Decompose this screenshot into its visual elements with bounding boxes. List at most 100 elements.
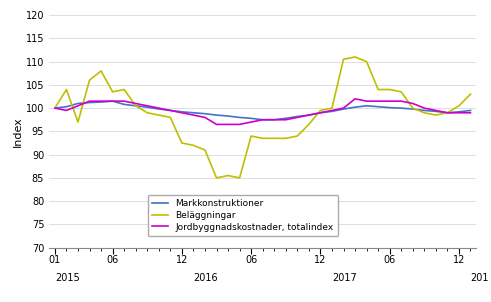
Jordbyggnadskostnader, totalindex [410, 102, 416, 105]
Beläggningar [375, 88, 381, 91]
Markkonstruktioner [260, 118, 266, 122]
Jordbyggnadskostnader, totalindex [306, 113, 312, 117]
Markkonstruktioner [202, 112, 208, 115]
Markkonstruktioner [214, 113, 219, 117]
Beläggningar [272, 137, 277, 140]
Text: 2016: 2016 [193, 273, 218, 283]
Markkonstruktioner [283, 117, 289, 120]
Beläggningar [86, 79, 92, 82]
Beläggningar [75, 120, 81, 124]
Beläggningar [283, 137, 289, 140]
Markkonstruktioner [248, 117, 254, 120]
Beläggningar [52, 106, 58, 110]
Beläggningar [364, 60, 370, 63]
Jordbyggnadskostnader, totalindex [144, 104, 150, 108]
Jordbyggnadskostnader, totalindex [214, 123, 219, 126]
Line: Jordbyggnadskostnader, totalindex: Jordbyggnadskostnader, totalindex [55, 99, 470, 124]
Beläggningar [109, 90, 115, 94]
Jordbyggnadskostnader, totalindex [52, 106, 58, 110]
Markkonstruktioner [467, 109, 473, 112]
Beläggningar [237, 176, 243, 180]
Jordbyggnadskostnader, totalindex [444, 111, 450, 114]
Jordbyggnadskostnader, totalindex [375, 99, 381, 103]
Beläggningar [167, 116, 173, 119]
Markkonstruktioner [375, 105, 381, 108]
Beläggningar [260, 137, 266, 140]
Markkonstruktioner [272, 118, 277, 122]
Markkonstruktioner [364, 104, 370, 108]
Beläggningar [133, 104, 138, 108]
Jordbyggnadskostnader, totalindex [86, 99, 92, 103]
Jordbyggnadskostnader, totalindex [421, 106, 427, 110]
Jordbyggnadskostnader, totalindex [456, 111, 462, 114]
Beläggningar [295, 134, 300, 138]
Markkonstruktioner [63, 105, 69, 108]
Beläggningar [421, 111, 427, 114]
Jordbyggnadskostnader, totalindex [179, 111, 185, 114]
Jordbyggnadskostnader, totalindex [133, 102, 138, 105]
Jordbyggnadskostnader, totalindex [341, 106, 347, 110]
Markkonstruktioner [398, 106, 404, 110]
Jordbyggnadskostnader, totalindex [75, 104, 81, 108]
Markkonstruktioner [225, 114, 231, 118]
Markkonstruktioner [410, 107, 416, 111]
Beläggningar [318, 109, 324, 112]
Markkonstruktioner [75, 102, 81, 105]
Beläggningar [214, 176, 219, 180]
Legend: Markkonstruktioner, Beläggningar, Jordbyggnadskostnader, totalindex: Markkonstruktioner, Beläggningar, Jordby… [148, 195, 338, 236]
Markkonstruktioner [329, 110, 335, 113]
Beläggningar [329, 106, 335, 110]
Beläggningar [410, 106, 416, 110]
Markkonstruktioner [156, 107, 162, 111]
Jordbyggnadskostnader, totalindex [295, 116, 300, 119]
Beläggningar [341, 57, 347, 61]
Beläggningar [306, 123, 312, 126]
Line: Markkonstruktioner: Markkonstruktioner [55, 101, 470, 120]
Beläggningar [433, 113, 439, 117]
Jordbyggnadskostnader, totalindex [398, 99, 404, 103]
Jordbyggnadskostnader, totalindex [387, 99, 393, 103]
Beläggningar [202, 148, 208, 152]
Text: 2015: 2015 [55, 273, 80, 283]
Beläggningar [179, 141, 185, 145]
Markkonstruktioner [133, 104, 138, 108]
Markkonstruktioner [387, 106, 393, 109]
Markkonstruktioner [341, 107, 347, 111]
Jordbyggnadskostnader, totalindex [283, 118, 289, 122]
Markkonstruktioner [433, 110, 439, 113]
Jordbyggnadskostnader, totalindex [191, 113, 196, 117]
Markkonstruktioner [295, 115, 300, 118]
Jordbyggnadskostnader, totalindex [433, 109, 439, 112]
Jordbyggnadskostnader, totalindex [121, 99, 127, 103]
Beläggningar [144, 111, 150, 114]
Beläggningar [225, 174, 231, 177]
Jordbyggnadskostnader, totalindex [329, 109, 335, 112]
Beläggningar [456, 104, 462, 108]
Beläggningar [398, 90, 404, 94]
Jordbyggnadskostnader, totalindex [352, 97, 358, 101]
Markkonstruktioner [191, 111, 196, 114]
Jordbyggnadskostnader, totalindex [167, 109, 173, 112]
Text: 201: 201 [470, 273, 489, 283]
Jordbyggnadskostnader, totalindex [98, 99, 104, 103]
Jordbyggnadskostnader, totalindex [248, 120, 254, 124]
Markkonstruktioner [98, 100, 104, 104]
Jordbyggnadskostnader, totalindex [156, 106, 162, 110]
Jordbyggnadskostnader, totalindex [364, 99, 370, 103]
Text: 2017: 2017 [332, 273, 356, 283]
Markkonstruktioner [86, 101, 92, 104]
Jordbyggnadskostnader, totalindex [63, 109, 69, 112]
Markkonstruktioner [121, 103, 127, 106]
Jordbyggnadskostnader, totalindex [225, 123, 231, 126]
Beläggningar [121, 88, 127, 91]
Y-axis label: Index: Index [13, 116, 23, 147]
Beläggningar [156, 113, 162, 117]
Beläggningar [444, 111, 450, 114]
Markkonstruktioner [444, 111, 450, 114]
Beläggningar [467, 92, 473, 96]
Markkonstruktioner [352, 105, 358, 109]
Markkonstruktioner [421, 109, 427, 112]
Jordbyggnadskostnader, totalindex [260, 118, 266, 122]
Markkonstruktioner [109, 99, 115, 103]
Beläggningar [352, 55, 358, 59]
